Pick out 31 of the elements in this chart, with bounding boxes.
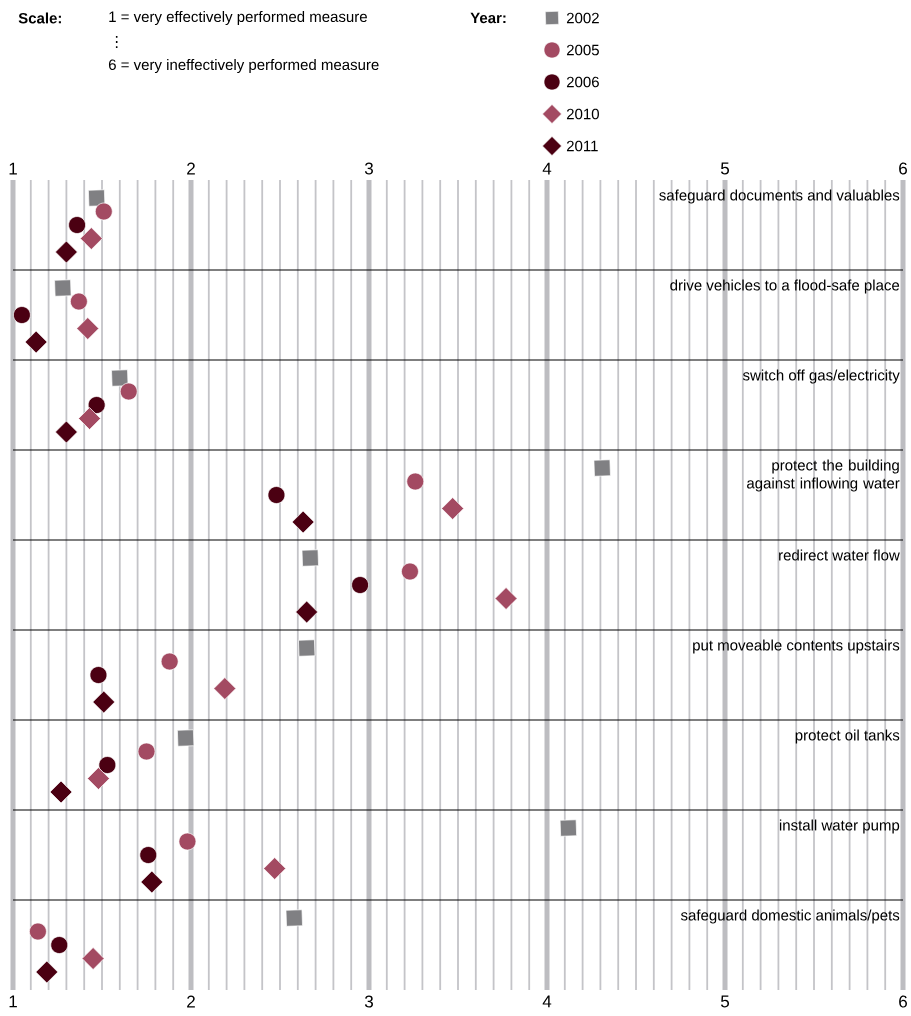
y-tick-label: install water pump: [779, 819, 900, 834]
x-tick-label: 4: [542, 995, 552, 1008]
text: Scale:: [18, 12, 61, 24]
text: 1 = very effectively performed measure: [109, 11, 367, 25]
x-tick-label: 1: [9, 995, 17, 1008]
y-tick-label: safeguard documents and valuables: [659, 189, 900, 204]
legend-label: 2005: [566, 44, 599, 56]
x2-tick-label: 2: [187, 162, 195, 175]
text: ⋮: [115, 35, 118, 49]
y-tick-label: protect oil tanks: [795, 729, 900, 744]
x2-tick-label: 3: [364, 162, 373, 175]
y-tick-label: put moveable contents upstairs: [693, 639, 900, 654]
legend-label: 2010: [566, 108, 599, 120]
text: 6 = very ineffectively performed measure: [108, 59, 379, 73]
x-tick-label: 5: [720, 995, 729, 1008]
legend-title: Year:: [470, 12, 506, 24]
x-tick-label: 6: [899, 995, 907, 1008]
y-tick-label: safeguard domestic animals/pets: [680, 909, 900, 924]
y-tick-label: drive vehicles to a flood-safe place: [670, 279, 900, 294]
y-tick-label: protect the building against inflowing water: [747, 459, 900, 492]
legend-label: 2006: [566, 76, 599, 88]
x-tick-label: 2: [187, 995, 195, 1008]
x2-tick-label: 1: [9, 162, 17, 175]
x2-tick-label: 6: [899, 162, 907, 175]
legend-label: 2002: [566, 12, 599, 24]
legend-label: 2011: [566, 140, 598, 152]
y-tick-label: redirect water flow: [779, 549, 900, 561]
x2-tick-label: 4: [542, 162, 552, 175]
x2-tick-label: 5: [720, 162, 729, 175]
y-tick-label: switch off gas/electricity: [742, 369, 900, 384]
x-tick-label: 3: [364, 995, 373, 1008]
